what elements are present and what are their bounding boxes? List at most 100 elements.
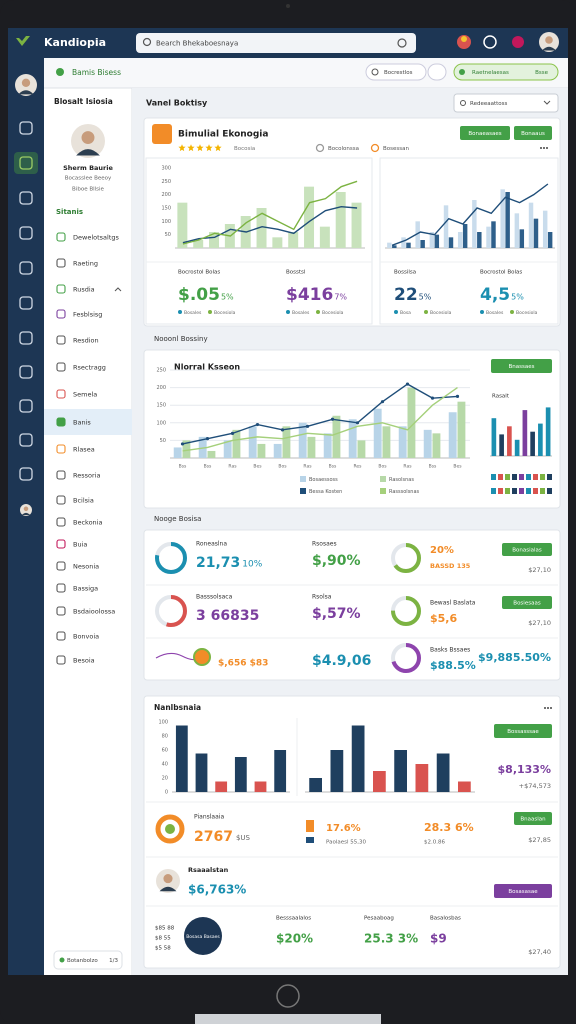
nav-icon — [56, 470, 66, 480]
nav-item[interactable]: Resdion — [73, 337, 99, 345]
bar — [335, 192, 346, 248]
bar — [387, 242, 392, 248]
button-label[interactable]: Bosasasae — [508, 889, 538, 895]
rail-icon[interactable] — [19, 296, 33, 310]
nav-item[interactable]: Fesblsisg — [73, 311, 102, 319]
rail-icon[interactable] — [19, 365, 33, 379]
rail-icon[interactable] — [19, 467, 33, 481]
chip: Bosessan — [383, 146, 409, 152]
nav-item[interactable]: Dewelotsaltgs — [73, 234, 120, 242]
rail-icon[interactable] — [19, 331, 33, 345]
rail-icon[interactable] — [19, 191, 33, 205]
bar — [406, 242, 411, 248]
bar — [248, 426, 257, 458]
mini-stat: $5 58 — [155, 946, 171, 952]
button[interactable] — [514, 812, 552, 825]
bar — [545, 407, 551, 456]
swatch — [540, 488, 545, 494]
rail-icon[interactable] — [19, 399, 33, 413]
nav-item[interactable]: Beckonia — [73, 519, 102, 527]
button-label[interactable]: Bonaeasaes — [468, 131, 501, 137]
label: Bocrostol Bolas — [178, 270, 220, 276]
avatar-body — [76, 149, 100, 156]
icon-pill[interactable] — [427, 63, 447, 81]
swatch — [533, 488, 538, 494]
nav-item[interactable]: Nesonia — [73, 563, 99, 571]
rail-icon[interactable] — [19, 433, 33, 447]
nav-item[interactable]: Raeting — [73, 260, 98, 268]
select[interactable] — [453, 93, 559, 113]
y-tick-label: 150 — [156, 403, 166, 409]
stat-change: 5% — [511, 293, 524, 302]
bar — [392, 245, 397, 248]
nav-item[interactable]: Bassiga — [73, 585, 98, 593]
button-label[interactable]: Bonaaus — [521, 131, 545, 137]
button[interactable] — [502, 596, 552, 609]
label: $US — [236, 834, 251, 842]
label: Blosalt Isiosia — [54, 97, 113, 106]
nav-item[interactable]: Rsectragg — [73, 364, 106, 372]
stat-value: 22 — [394, 285, 418, 305]
button-label[interactable]: Bossasssae — [507, 729, 539, 735]
legend-dot — [480, 310, 484, 314]
bar — [434, 234, 440, 248]
button-label[interactable]: Bonasialas — [512, 548, 542, 554]
line-dot — [355, 421, 360, 425]
bar — [373, 408, 382, 458]
nav-icon — [56, 284, 66, 294]
rail-icon[interactable] — [19, 226, 33, 240]
bar — [394, 750, 407, 792]
button[interactable] — [494, 884, 552, 898]
button[interactable] — [514, 126, 552, 140]
kpi-icon — [193, 648, 211, 666]
brand: Kandiopia — [44, 36, 106, 49]
nav-icon — [56, 631, 66, 641]
button-label[interactable]: Bosiesaas — [513, 601, 541, 607]
stat-change: 5% — [419, 293, 432, 302]
rail-icon[interactable] — [19, 261, 33, 275]
summary-icon-core — [165, 824, 175, 834]
action-pill[interactable] — [453, 63, 559, 81]
line — [182, 387, 458, 452]
y-tick-label: 0 — [165, 790, 168, 796]
nav-item[interactable]: Buia — [73, 541, 87, 549]
bar — [373, 771, 386, 792]
bar — [448, 237, 454, 248]
filter-icon — [371, 68, 379, 76]
bar — [207, 450, 216, 458]
search-box[interactable] — [136, 33, 416, 53]
stat-value: $20% — [276, 932, 313, 946]
button[interactable] — [502, 543, 552, 556]
bar — [448, 412, 457, 458]
button-label[interactable]: Bnassaes — [509, 364, 535, 370]
tab-dot — [56, 68, 64, 76]
nav-icon — [56, 561, 66, 571]
label: Rsaaalstan — [188, 866, 229, 874]
y-tick-label: 200 — [161, 192, 171, 198]
nav-item[interactable]: Bonvoia — [73, 633, 99, 641]
mini-stat: $8 55 — [155, 936, 171, 942]
filter-pill[interactable] — [365, 63, 427, 81]
line — [182, 383, 458, 445]
button-label[interactable]: Bnaaslan — [520, 817, 546, 823]
nav-item[interactable]: Rlasea — [73, 446, 95, 454]
nav-item[interactable]: Bcilsia — [73, 497, 94, 505]
bar — [522, 410, 528, 456]
swatch — [519, 474, 524, 480]
nav-item[interactable]: Bsdaioolossa — [73, 608, 115, 616]
nav-item[interactable]: Besoia — [73, 657, 95, 665]
nav-item[interactable]: Ressoria — [73, 472, 100, 480]
nav-item[interactable]: Banis — [73, 419, 91, 427]
nav-item[interactable]: Rusdia — [73, 286, 95, 294]
alert-icon — [512, 36, 524, 48]
legend-item: Rasolsnas — [389, 477, 414, 483]
nav-item[interactable]: Semela — [73, 391, 97, 399]
button[interactable] — [491, 359, 552, 373]
label: Sitanis — [56, 208, 83, 216]
button[interactable] — [494, 724, 552, 738]
bar — [173, 447, 182, 458]
rail-icon[interactable] — [19, 156, 33, 170]
button[interactable] — [460, 126, 510, 140]
rail-icon[interactable] — [19, 121, 33, 135]
swatch — [540, 474, 545, 480]
